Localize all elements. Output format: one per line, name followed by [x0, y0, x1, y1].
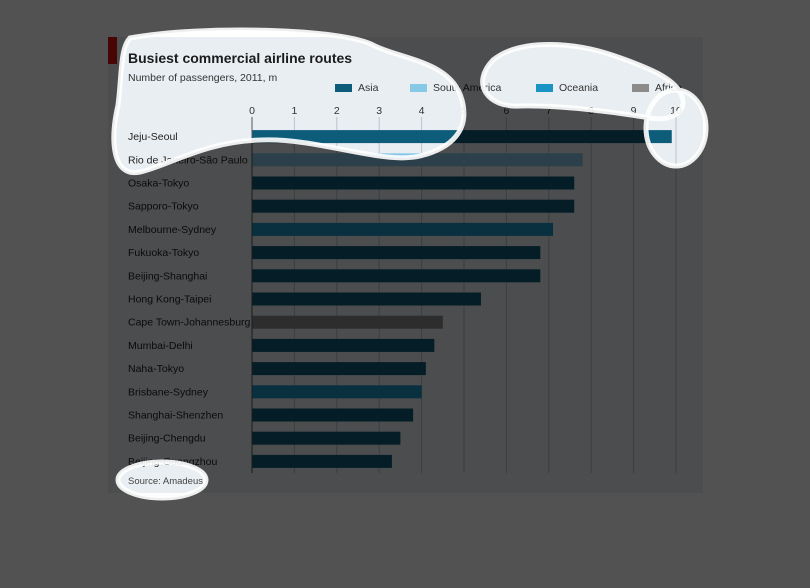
bar	[252, 130, 672, 144]
bar	[252, 362, 426, 376]
category-label: Osaka-Tokyo	[128, 178, 189, 190]
category-label: Beijing-Shanghai	[128, 270, 207, 282]
bar	[252, 292, 481, 306]
x-tick-label: 7	[546, 105, 552, 117]
x-tick-label: 4	[419, 105, 425, 117]
x-tick-label: 10	[670, 105, 682, 117]
bar	[252, 408, 414, 422]
category-label: Brisbane-Sydney	[128, 386, 209, 398]
x-tick-label: 0	[249, 105, 255, 117]
bar	[252, 338, 435, 352]
bar	[252, 385, 422, 399]
category-label: Melbourne-Sydney	[128, 224, 217, 236]
category-label: Mumbai-Delhi	[128, 340, 193, 352]
bar-chart-plot: 0 1 2 3 4 5 6 7 8 9 10 Jeju-Seoul Rio de Janeiro-São…	[128, 105, 682, 473]
x-tick-label: 1	[291, 105, 297, 117]
category-label: Naha-Tokyo	[128, 363, 184, 375]
bar	[252, 454, 392, 468]
category-label: Cape Town-Johannesburg	[128, 317, 251, 329]
category-label: Jeju-Seoul	[128, 131, 178, 143]
category-label: Fukuoka-Tokyo	[128, 247, 199, 259]
x-tick-label: 2	[334, 105, 340, 117]
category-label: Hong Kong-Taipei	[128, 294, 211, 306]
category-label: Beijing-Chengdu	[128, 433, 206, 445]
bar	[252, 199, 575, 213]
chart-figure: Busiest commercial airline routes Number…	[108, 37, 703, 493]
x-tick-label: 6	[503, 105, 509, 117]
bar	[252, 315, 443, 329]
bar	[252, 222, 554, 236]
x-tick-label: 9	[631, 105, 637, 117]
x-tick-label: 5	[461, 105, 467, 117]
category-label: Beijing-Guangzhou	[128, 456, 217, 468]
source-note: Source: Amadeus	[128, 476, 203, 487]
bar	[252, 176, 575, 190]
bar	[252, 153, 583, 167]
category-label: Rio de Janeiro-São Paulo	[128, 154, 248, 166]
category-label: Shanghai-Shenzhen	[128, 410, 223, 422]
category-label: Sapporo-Tokyo	[128, 201, 199, 213]
bar	[252, 431, 401, 445]
bar	[252, 269, 541, 283]
bar	[252, 246, 541, 260]
x-tick-label: 3	[376, 105, 382, 117]
x-tick-label: 8	[588, 105, 594, 117]
